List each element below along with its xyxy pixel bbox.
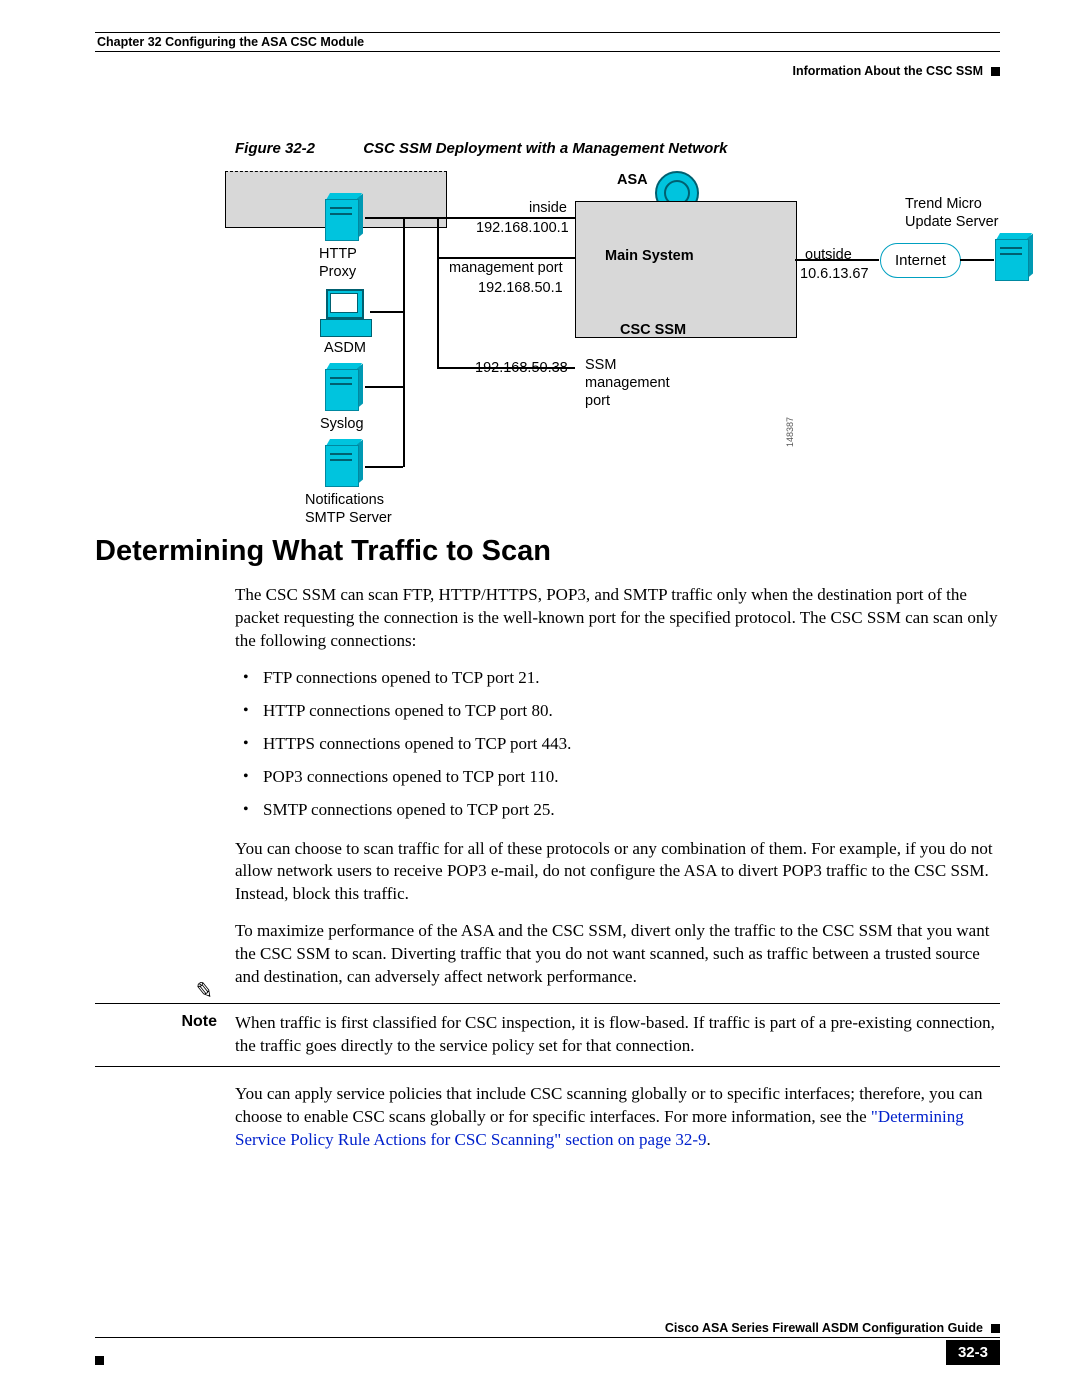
figure-caption: Figure 32-2 CSC SSM Deployment with a Ma… <box>235 140 1000 157</box>
body-text: The CSC SSM can scan FTP, HTTP/HTTPS, PO… <box>235 584 1000 989</box>
line <box>437 217 439 257</box>
paragraph-4b: . <box>707 1130 711 1149</box>
section-title: Determining What Traffic to Scan <box>95 535 1000 568</box>
ssm-port-label: SSM management port <box>585 356 670 410</box>
smtp-server-label: Notifications SMTP Server <box>305 491 392 527</box>
asdm-label: ASDM <box>324 339 366 357</box>
figure-title: CSC SSM Deployment with a Management Net… <box>363 140 727 157</box>
paragraph-2: You can choose to scan traffic for all o… <box>235 838 1000 907</box>
bullet-list: FTP connections opened to TCP port 21. H… <box>235 667 1000 822</box>
note-gutter: ✎ Note <box>95 1012 235 1031</box>
footer: Cisco ASA Series Firewall ASDM Configura… <box>95 1321 1000 1365</box>
asdm-pc-icon <box>320 289 370 339</box>
paragraph-4: You can apply service policies that incl… <box>235 1083 1000 1152</box>
section-header: Information About the CSC SSM <box>95 54 1000 88</box>
paragraph-1: The CSC SSM can scan FTP, HTTP/HTTPS, PO… <box>235 584 1000 653</box>
csc-ssm-label: CSC SSM <box>620 321 686 339</box>
line <box>370 311 404 313</box>
header-rule-top <box>95 32 1000 33</box>
body-text-2: You can apply service policies that incl… <box>235 1083 1000 1152</box>
list-item: HTTP connections opened to TCP port 80. <box>261 700 1000 723</box>
page-number: 32-3 <box>946 1340 1000 1365</box>
footer-rule <box>95 1337 1000 1338</box>
main-system-box <box>575 201 797 338</box>
line <box>437 257 439 368</box>
inside-label: inside <box>529 199 567 217</box>
pencil-icon: ✎ <box>194 977 215 1005</box>
footer-guide-title: Cisco ASA Series Firewall ASDM Configura… <box>665 1321 983 1335</box>
list-item: HTTPS connections opened to TCP port 443… <box>261 733 1000 756</box>
internet-cloud: Internet <box>880 243 961 278</box>
outside-ip-label: 10.6.13.67 <box>800 265 869 283</box>
diagram-id: 148387 <box>785 417 795 447</box>
trend-micro-label: Trend Micro Update Server <box>905 195 999 231</box>
line <box>365 217 403 219</box>
line <box>960 259 994 261</box>
main-system-label: Main System <box>605 247 694 265</box>
chapter-header: Chapter 32 Configuring the ASA CSC Modul… <box>95 35 1000 49</box>
line <box>403 257 405 258</box>
outside-label: outside <box>805 246 852 264</box>
list-item: FTP connections opened to TCP port 21. <box>261 667 1000 690</box>
footer-row: 32-3 <box>95 1340 1000 1365</box>
figure: Figure 32-2 CSC SSM Deployment with a Ma… <box>235 140 1000 521</box>
list-item: SMTP connections opened to TCP port 25. <box>261 799 1000 822</box>
paragraph-3: To maximize performance of the ASA and t… <box>235 920 1000 989</box>
header-square-icon <box>991 67 1000 76</box>
internet-label: Internet <box>895 252 946 269</box>
line <box>365 386 403 388</box>
note-label: Note <box>95 1012 235 1031</box>
footer-square-icon-2 <box>95 1356 104 1365</box>
syslog-label: Syslog <box>320 415 364 433</box>
list-item: POP3 connections opened to TCP port 110. <box>261 766 1000 789</box>
line <box>437 367 575 369</box>
inside-ip-label: 192.168.100.1 <box>476 219 569 237</box>
section-header-text: Information About the CSC SSM <box>793 64 984 78</box>
note-text: When traffic is first classified for CSC… <box>235 1012 1000 1058</box>
mgmt-ip-label: 192.168.50.1 <box>478 279 563 297</box>
syslog-icon <box>325 363 363 411</box>
http-proxy-label: HTTP Proxy <box>319 245 357 281</box>
mgmt-port-label: management port <box>449 259 563 277</box>
line <box>365 466 403 468</box>
line <box>403 217 405 467</box>
page: Chapter 32 Configuring the ASA CSC Modul… <box>0 0 1080 1397</box>
figure-number: Figure 32-2 <box>235 140 315 157</box>
note-block: ✎ Note When traffic is first classified … <box>95 1003 1000 1067</box>
line <box>795 259 879 261</box>
trend-micro-server-icon <box>995 233 1033 281</box>
footer-square-icon <box>991 1324 1000 1333</box>
http-proxy-icon <box>325 193 363 241</box>
line <box>437 257 575 259</box>
network-diagram: ASA Main System CSC SSM inside 192.168.1… <box>225 171 1000 521</box>
smtp-server-icon <box>325 439 363 487</box>
header-rule-bottom <box>95 51 1000 52</box>
asa-label: ASA <box>617 171 648 189</box>
